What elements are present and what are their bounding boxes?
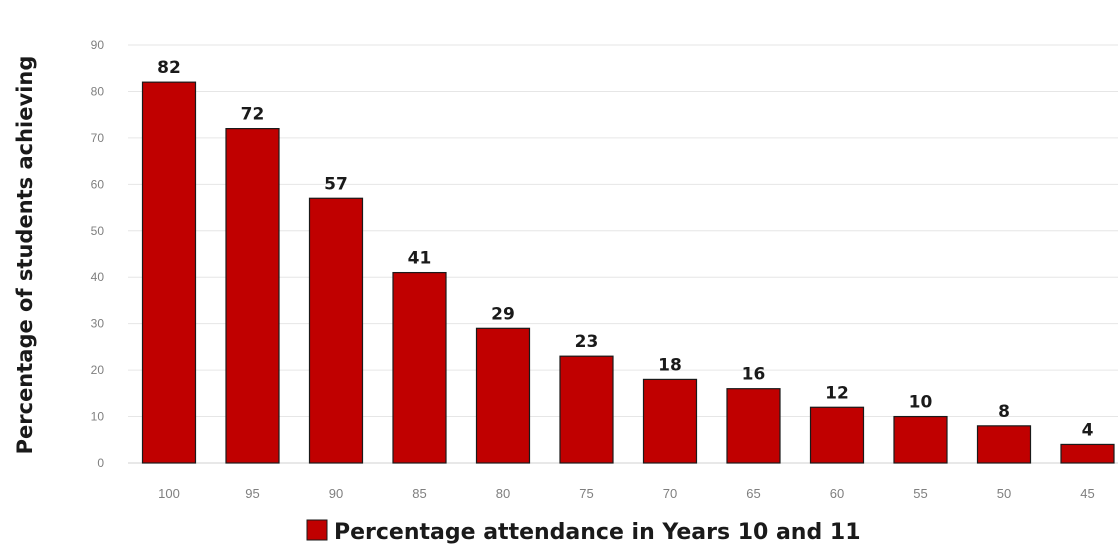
data-label-75: 23 [575,332,599,352]
data-label-60: 12 [825,383,849,403]
x-tick-label-80: 80 [496,486,510,501]
x-tick-label-85: 85 [412,486,426,501]
x-axis-ticks: 100 95 90 85 80 75 70 65 60 55 50 45 [158,486,1095,501]
y-tick-label: 70 [91,131,105,145]
x-tick-label-65: 65 [746,486,760,501]
x-tick-label-75: 75 [579,486,593,501]
data-label-70: 18 [658,355,682,375]
bars [141,81,1115,464]
bar-75 [559,355,614,464]
bar-55 [893,415,948,464]
y-tick-label: 30 [91,317,105,331]
bar-100 [141,81,197,464]
legend: Percentage attendance in Years 10 and 11 [306,519,861,545]
x-tick-label-55: 55 [913,486,927,501]
data-label-45: 4 [1082,420,1094,440]
x-tick-label-45: 45 [1080,486,1094,501]
y-axis-ticks: 0 10 20 30 40 50 60 70 80 90 [91,38,105,470]
bar-90 [308,197,364,464]
data-labels: 82 72 57 41 29 23 18 16 12 10 8 4 [157,58,1093,440]
y-tick-label: 0 [97,456,104,470]
y-axis-title: Percentage of students achieving [13,56,37,455]
bar-65 [726,388,781,464]
legend-swatch [306,519,328,541]
bar-60 [809,406,865,464]
data-label-100: 82 [157,58,181,78]
bar-80 [475,327,531,464]
data-label-65: 16 [742,365,766,385]
bar-70 [642,378,698,464]
bar-85 [392,271,447,464]
bar-95 [225,128,280,464]
data-label-80: 29 [491,304,515,324]
legend-label: Percentage attendance in Years 10 and 11 [334,520,861,545]
x-tick-label-95: 95 [245,486,259,501]
x-tick-label-100: 100 [158,486,180,501]
x-tick-label-70: 70 [663,486,677,501]
data-label-90: 57 [324,174,348,194]
y-tick-label: 50 [91,224,105,238]
y-tick-label: 90 [91,38,105,52]
y-tick-label: 20 [91,363,105,377]
y-tick-label: 10 [91,410,105,424]
data-label-50: 8 [998,402,1010,422]
data-label-95: 72 [241,105,265,125]
y-tick-label: 40 [91,270,105,284]
x-tick-label-60: 60 [830,486,844,501]
bar-45 [1060,443,1115,464]
y-tick-label: 60 [91,177,105,191]
y-tick-label: 80 [91,84,105,98]
data-label-55: 10 [909,393,933,413]
gridlines [128,44,1118,464]
x-tick-label-50: 50 [997,486,1011,501]
x-tick-label-90: 90 [329,486,343,501]
data-label-85: 41 [408,249,432,269]
bar-50 [976,425,1032,464]
